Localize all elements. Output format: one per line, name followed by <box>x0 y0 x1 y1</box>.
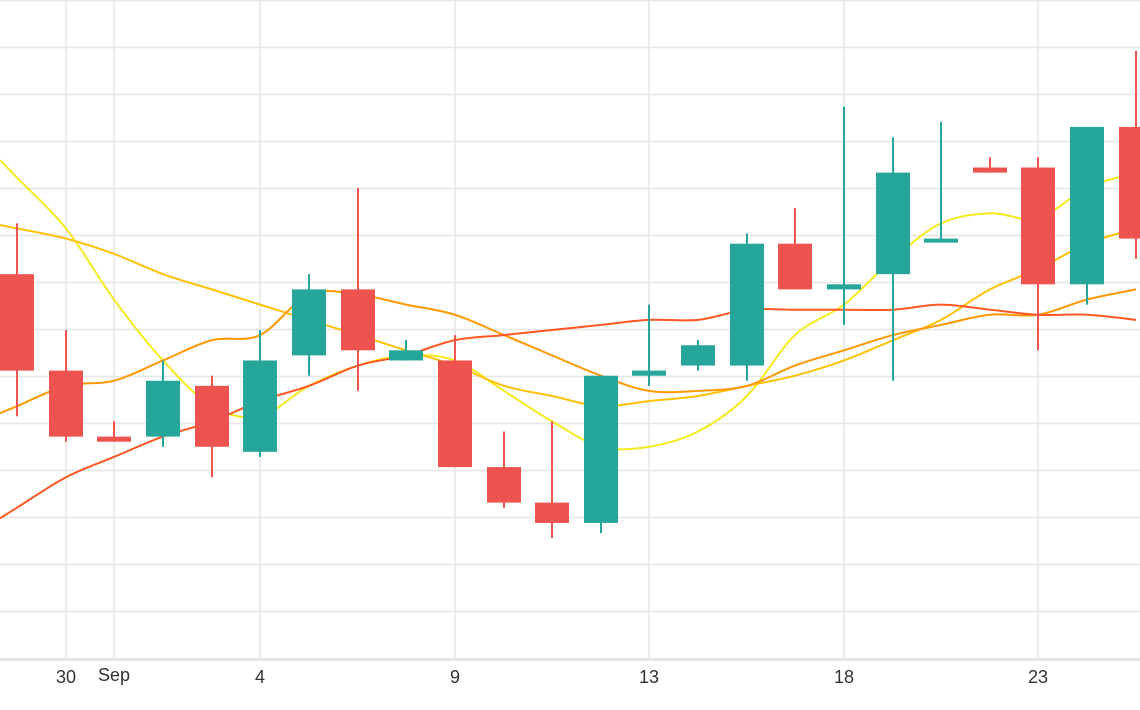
x-tick-label: 4 <box>255 667 265 687</box>
candle-body <box>341 289 375 351</box>
candle-body <box>681 345 715 366</box>
candle-body <box>1021 167 1055 285</box>
candle-body <box>0 274 34 371</box>
candle-body <box>49 370 83 437</box>
candle-body <box>924 238 958 243</box>
x-tick-label: Sep <box>98 665 130 685</box>
candle-body <box>389 350 423 361</box>
candle <box>341 187 375 391</box>
candle-body <box>973 167 1007 173</box>
candle <box>389 340 423 361</box>
candle <box>97 421 131 442</box>
x-tick-label: 23 <box>1028 667 1048 687</box>
candle-body <box>146 380 180 437</box>
candle <box>243 330 277 457</box>
x-tick-label: 30 <box>56 667 76 687</box>
candle <box>0 223 34 417</box>
candle-body <box>438 360 472 468</box>
candle-body <box>195 385 229 447</box>
candle-body <box>730 243 764 366</box>
candle <box>632 304 666 386</box>
candle <box>438 335 472 468</box>
candle <box>584 375 618 534</box>
candle <box>195 375 229 478</box>
candle <box>681 340 715 371</box>
x-tick-label: 13 <box>639 667 659 687</box>
candle <box>876 137 910 381</box>
candle <box>924 121 958 243</box>
candle-body <box>632 370 666 376</box>
x-axis: 30 Sep 4 9 13 18 23 <box>56 665 1048 687</box>
candle <box>487 431 521 508</box>
candle-body <box>778 243 812 290</box>
moving-average-line <box>0 288 1137 415</box>
candle-body <box>827 284 861 290</box>
candle-body <box>535 502 569 523</box>
candle-body <box>243 360 277 452</box>
candle <box>827 106 861 325</box>
moving-average-line <box>0 159 1137 451</box>
candle-body <box>584 375 618 523</box>
candle <box>535 421 569 539</box>
candles <box>0 50 1140 539</box>
candle-body <box>97 436 131 442</box>
candle <box>973 157 1007 173</box>
candle-body <box>487 467 521 503</box>
candle-body <box>292 289 326 356</box>
candle-body <box>1119 126 1140 239</box>
candle-body <box>876 172 910 275</box>
candle <box>730 233 764 381</box>
moving-average-line <box>0 223 1137 408</box>
moving-average-lines <box>0 159 1137 520</box>
candle-body <box>1070 126 1104 285</box>
candle <box>292 274 326 376</box>
grid <box>0 0 1140 661</box>
x-tick-label: 9 <box>450 667 460 687</box>
candle <box>146 360 180 447</box>
candle <box>1070 126 1104 305</box>
candle <box>1119 50 1140 259</box>
candle <box>778 208 812 290</box>
candle <box>1021 157 1055 351</box>
x-tick-label: 18 <box>834 667 854 687</box>
candle <box>49 330 83 442</box>
